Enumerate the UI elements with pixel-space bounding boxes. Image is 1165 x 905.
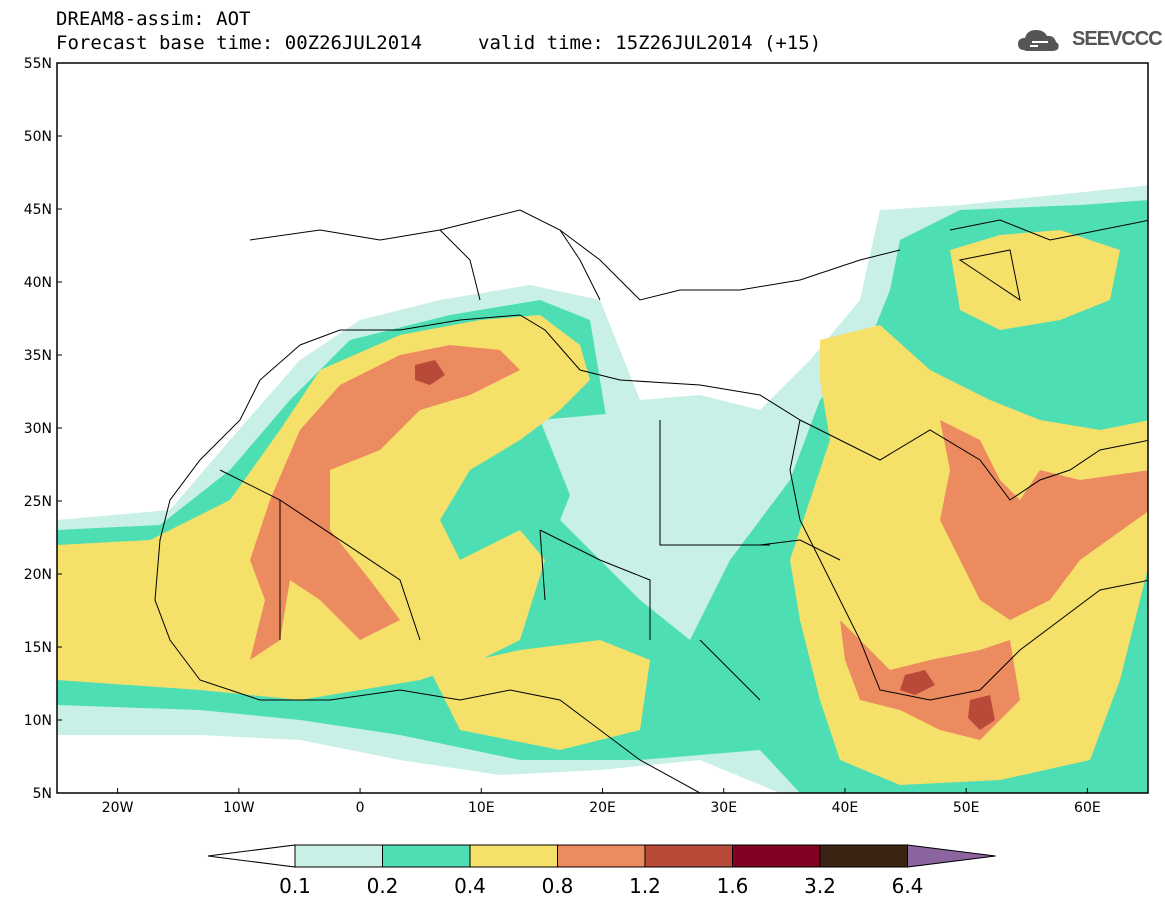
- lat-tick-label: 35N: [24, 348, 52, 364]
- colorbar-level-label: 6.4: [892, 874, 924, 898]
- lon-tick-label: 50E: [953, 800, 980, 816]
- aot-contour-1.2-b: [900, 670, 935, 695]
- lon-tick-label: 10W: [223, 800, 255, 816]
- lon-tick-label: 20E: [589, 800, 616, 816]
- lat-tick-label: 55N: [24, 56, 52, 72]
- colorbar-swatch: [469, 844, 558, 868]
- aot-field: [57, 185, 1148, 793]
- map-title: DREAM8-assim: AOT: [56, 8, 251, 30]
- lon-tick-label: 10E: [468, 800, 495, 816]
- aot-contour-0.1-inner: [540, 410, 730, 580]
- lon-tick-label: 20W: [102, 800, 134, 816]
- colorbar-swatch: [557, 844, 646, 868]
- colorbar-low-arrow: [207, 844, 296, 868]
- colorbar-level-label: 3.2: [804, 874, 836, 898]
- lat-tick-label: 15N: [24, 640, 52, 656]
- lon-tick-label: 40E: [832, 800, 859, 816]
- aot-contour-1.2-a: [415, 360, 445, 385]
- colorbar-swatch: [819, 844, 908, 868]
- lat-tick-label: 5N: [33, 786, 52, 802]
- coastlines: [154, 209, 1148, 793]
- lon-tick-label: 30E: [710, 800, 737, 816]
- aot-contour-0.8-arabia: [940, 420, 1148, 620]
- lat-tick-label: 30N: [24, 421, 52, 437]
- lat-tick-label: 20N: [24, 567, 52, 583]
- colorbar-high-arrow: [907, 844, 996, 868]
- colorbar-swatch: [382, 844, 471, 868]
- lat-tick-label: 25N: [24, 494, 52, 510]
- colorbar-level-label: 0.1: [279, 874, 311, 898]
- valid-time: valid time: 15Z26JUL2014 (+15): [478, 32, 822, 54]
- latitude-axis: 55N 50N 45N 40N 35N 30N 25N 20N 15N 10N 5N: [24, 56, 62, 802]
- colorbar-level-label: 1.2: [629, 874, 661, 898]
- aot-contour-1.2-c: [968, 695, 995, 730]
- cloud-icon: [1018, 30, 1059, 51]
- colorbar-swatch: [294, 844, 383, 868]
- lat-tick-label: 40N: [24, 275, 52, 291]
- aot-contour-0.8-sahara: [250, 345, 520, 660]
- lon-tick-label: 60E: [1074, 800, 1101, 816]
- colorbar-swatch: [732, 844, 821, 868]
- colorbar-level-label: 1.6: [717, 874, 749, 898]
- logo-text: SEEVCCC: [1072, 28, 1163, 50]
- forecast-base-time: Forecast base time: 00Z26JUL2014: [56, 32, 423, 54]
- lat-tick-label: 10N: [24, 713, 52, 729]
- colorbar-level-label: 0.4: [454, 874, 486, 898]
- colorbar-level-label: 0.2: [367, 874, 399, 898]
- longitude-axis: 20W 10W 0 10E 20E 30E 40E 50E 60E: [102, 788, 1101, 816]
- lon-tick-label: 0: [356, 800, 365, 816]
- colorbar-swatch: [644, 844, 733, 868]
- aot-contour-0.4-caspian: [950, 230, 1120, 330]
- lat-tick-label: 50N: [24, 129, 52, 145]
- colorbar-level-label: 0.8: [542, 874, 574, 898]
- colorbar: 0.1 0.2 0.4 0.8 1.2 1.6 3.2 6.4: [207, 844, 996, 898]
- aot-contour-0.4-sahel: [430, 640, 650, 750]
- lat-tick-label: 45N: [24, 202, 52, 218]
